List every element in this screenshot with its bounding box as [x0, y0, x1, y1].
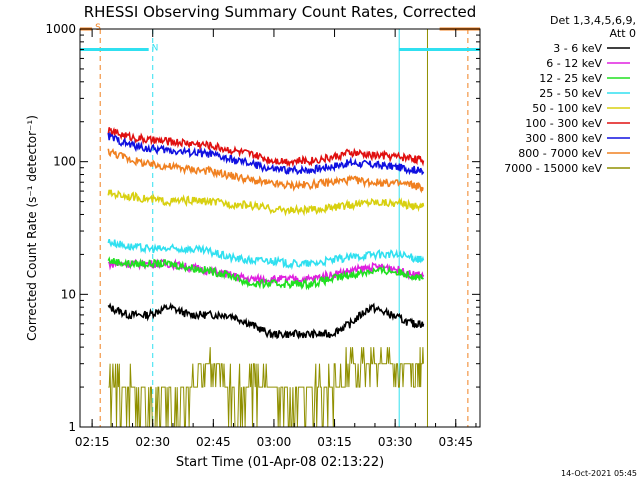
series-line-4 [107, 189, 425, 217]
series-line-5 [107, 126, 425, 168]
series-line-3 [107, 239, 425, 271]
plot-frame [79, 28, 481, 428]
series-line-7 [107, 147, 424, 194]
legend-label-1: 6 - 12 keV [546, 57, 602, 70]
x-axis-label: Start Time (01-Apr-08 02:13:22) [176, 455, 384, 470]
legend-label-0: 3 - 6 keV [553, 42, 602, 55]
x-tick-label-6: 03:45 [438, 435, 473, 449]
legend-label-3: 25 - 50 keV [539, 87, 602, 100]
series-line-8 [108, 347, 424, 428]
x-tick-label-4: 03:15 [317, 435, 352, 449]
x-tick-label-0: 02:15 [75, 435, 110, 449]
series-line-1 [107, 258, 425, 285]
y-tick-label-0: 1 [68, 420, 76, 434]
x-tick-label-5: 03:30 [378, 435, 413, 449]
x-tick-label-1: 02:30 [135, 435, 170, 449]
legend: Det 1,3,4,5,6,9,Att 0 3 - 6 keV 6 - 12 keV… [504, 14, 636, 175]
chart-title: RHESSI Observing Summary Count Rates, Co… [84, 3, 477, 21]
series-line-2 [107, 256, 424, 291]
flag-N-label: N [152, 44, 159, 54]
legend-label-8: 7000 - 15000 keV [504, 162, 602, 175]
flag-S-label: S [95, 23, 101, 33]
x-tick-label-2: 02:45 [196, 435, 231, 449]
legend-label-5: 100 - 300 keV [525, 117, 602, 130]
legend-header-0: Det 1,3,4,5,6,9, [550, 14, 636, 27]
legend-header-1: Att 0 [610, 27, 636, 40]
y-tick-label-1: 10 [61, 287, 76, 301]
series-line-6 [107, 131, 425, 176]
legend-label-4: 50 - 100 keV [532, 102, 602, 115]
legend-label-2: 12 - 25 keV [539, 72, 602, 85]
series-line-0 [107, 302, 425, 340]
y-tick-label-2: 100 [53, 155, 76, 169]
y-tick-label-3: 1000 [45, 22, 76, 36]
x-tick-label-3: 03:00 [257, 435, 292, 449]
legend-label-6: 300 - 800 keV [525, 132, 602, 145]
data-layer: SN [80, 23, 480, 428]
footer-timestamp: 14-Oct-2021 05:45 [561, 469, 637, 478]
legend-label-7: 800 - 7000 keV [518, 147, 602, 160]
axis-layer: 02:15 02:30 02:45 03:00 03:15 03:30 03:45 1 10 10… [45, 22, 480, 449]
y-axis-label: Corrected Count Rate (s⁻¹ detector⁻¹) [25, 115, 39, 341]
